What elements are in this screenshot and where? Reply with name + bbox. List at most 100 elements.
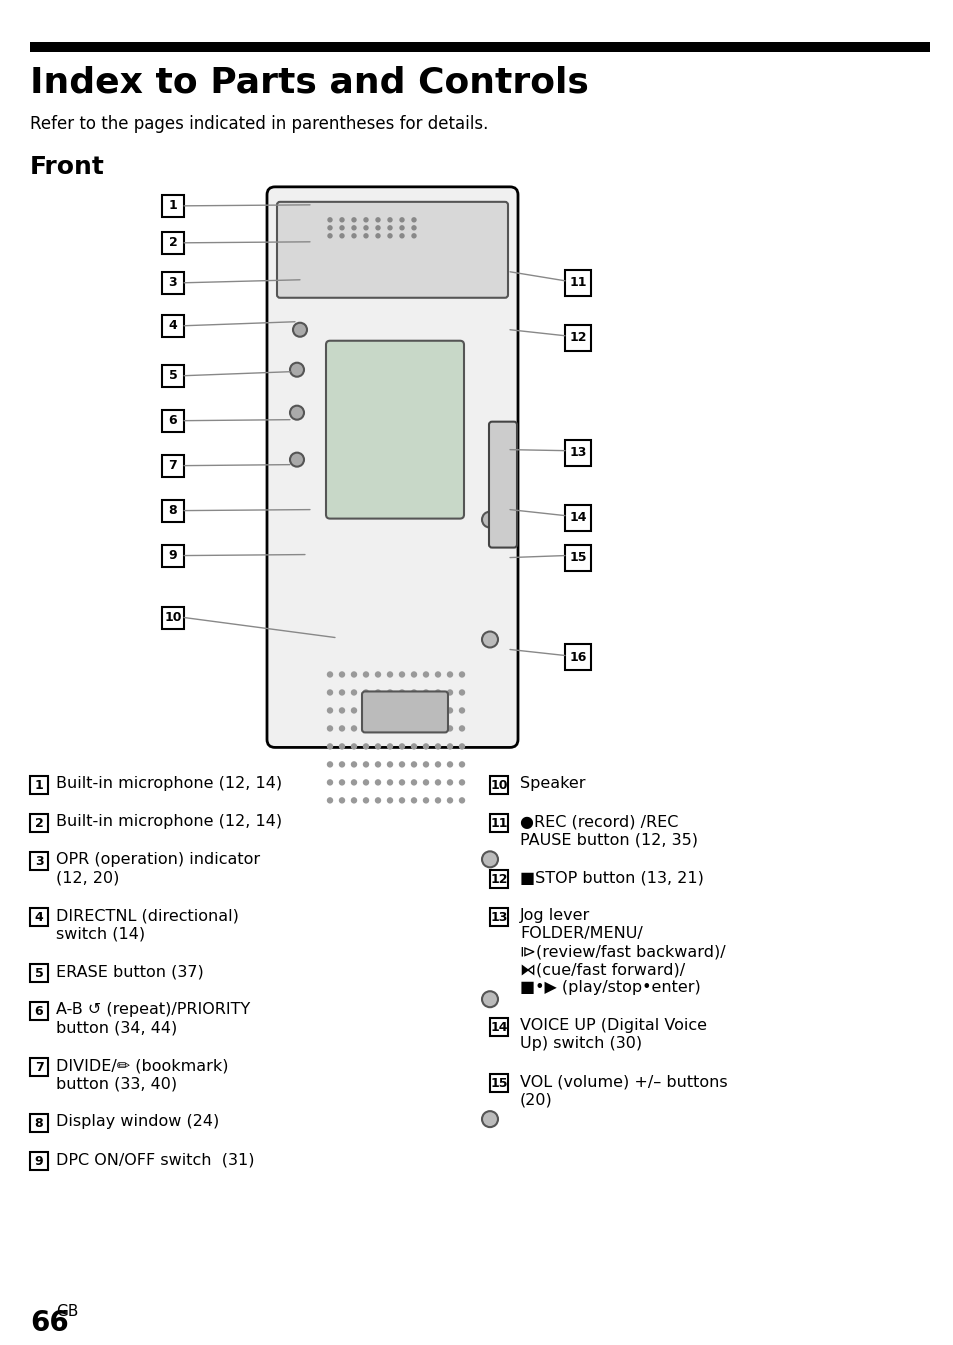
Circle shape [459,798,464,803]
Text: 8: 8 [169,504,177,516]
Text: 14: 14 [569,511,586,525]
Circle shape [387,761,392,767]
Text: switch (14): switch (14) [56,927,145,941]
Circle shape [351,744,356,749]
Circle shape [351,672,356,677]
Circle shape [339,761,344,767]
Bar [162,364,184,387]
Circle shape [351,761,356,767]
Circle shape [387,672,392,677]
Bar [490,1075,507,1092]
Text: 13: 13 [490,911,507,924]
Circle shape [364,218,368,222]
Text: Jog lever: Jog lever [519,908,590,923]
Text: 9: 9 [169,549,177,562]
FancyBboxPatch shape [276,202,507,297]
FancyBboxPatch shape [326,340,463,519]
Text: Refer to the pages indicated in parentheses for details.: Refer to the pages indicated in parenthe… [30,114,488,133]
Text: (12, 20): (12, 20) [56,870,119,885]
Circle shape [447,744,452,749]
Bar [564,440,590,465]
Bar [30,814,48,833]
Bar [490,908,507,927]
Circle shape [339,744,344,749]
FancyBboxPatch shape [267,187,517,748]
Text: 1: 1 [169,199,177,213]
Circle shape [375,226,379,230]
Circle shape [293,323,307,336]
Circle shape [399,690,404,695]
Circle shape [423,672,428,677]
Text: 4: 4 [169,319,177,332]
Circle shape [388,226,392,230]
Circle shape [481,511,497,527]
Text: 12: 12 [490,873,507,886]
Circle shape [447,672,452,677]
Circle shape [435,726,440,730]
Text: 16: 16 [569,651,586,664]
Circle shape [435,707,440,713]
Bar [564,270,590,296]
Text: 11: 11 [569,276,586,289]
Text: 6: 6 [169,414,177,428]
Circle shape [481,1111,497,1127]
Circle shape [399,798,404,803]
Text: 15: 15 [569,551,586,564]
Circle shape [481,632,497,647]
Bar [564,504,590,530]
Circle shape [339,226,344,230]
Text: ⧐(review/fast backward)/: ⧐(review/fast backward)/ [519,944,725,959]
Circle shape [459,744,464,749]
Bar [162,545,184,566]
Circle shape [435,690,440,695]
Circle shape [481,851,497,868]
Text: ●REC (record) /REC: ●REC (record) /REC [519,814,678,830]
Bar [30,964,48,982]
Circle shape [459,672,464,677]
Bar [564,324,590,351]
Circle shape [411,744,416,749]
Circle shape [412,218,416,222]
Circle shape [375,798,380,803]
Text: 2: 2 [34,816,43,830]
Circle shape [447,707,452,713]
Circle shape [388,218,392,222]
Circle shape [399,218,403,222]
Text: 66: 66 [30,1309,69,1337]
Bar [162,231,184,254]
Circle shape [399,744,404,749]
Text: Front: Front [30,155,105,179]
Text: DIVIDE/✏ (bookmark): DIVIDE/✏ (bookmark) [56,1059,229,1073]
Circle shape [481,991,497,1007]
Text: Up) switch (30): Up) switch (30) [519,1036,641,1052]
Circle shape [339,672,344,677]
Circle shape [352,234,355,238]
Circle shape [351,798,356,803]
Circle shape [447,780,452,785]
Circle shape [339,234,344,238]
Text: ⧑(cue/fast forward)/: ⧑(cue/fast forward)/ [519,962,684,978]
Circle shape [364,226,368,230]
Circle shape [412,226,416,230]
Bar [162,410,184,432]
Bar [162,315,184,336]
Text: 6: 6 [34,1005,43,1018]
Bar [162,272,184,293]
Bar [30,42,929,52]
Text: VOL (volume) +/– buttons: VOL (volume) +/– buttons [519,1075,727,1089]
Circle shape [328,226,332,230]
Circle shape [290,363,304,377]
Text: 7: 7 [169,459,177,472]
Circle shape [411,798,416,803]
Bar [30,853,48,870]
Text: 5: 5 [169,370,177,382]
Circle shape [435,761,440,767]
Circle shape [447,690,452,695]
Circle shape [327,744,333,749]
Circle shape [327,690,333,695]
Circle shape [375,672,380,677]
Circle shape [290,406,304,420]
Text: 14: 14 [490,1021,507,1034]
Circle shape [388,234,392,238]
Circle shape [363,780,368,785]
